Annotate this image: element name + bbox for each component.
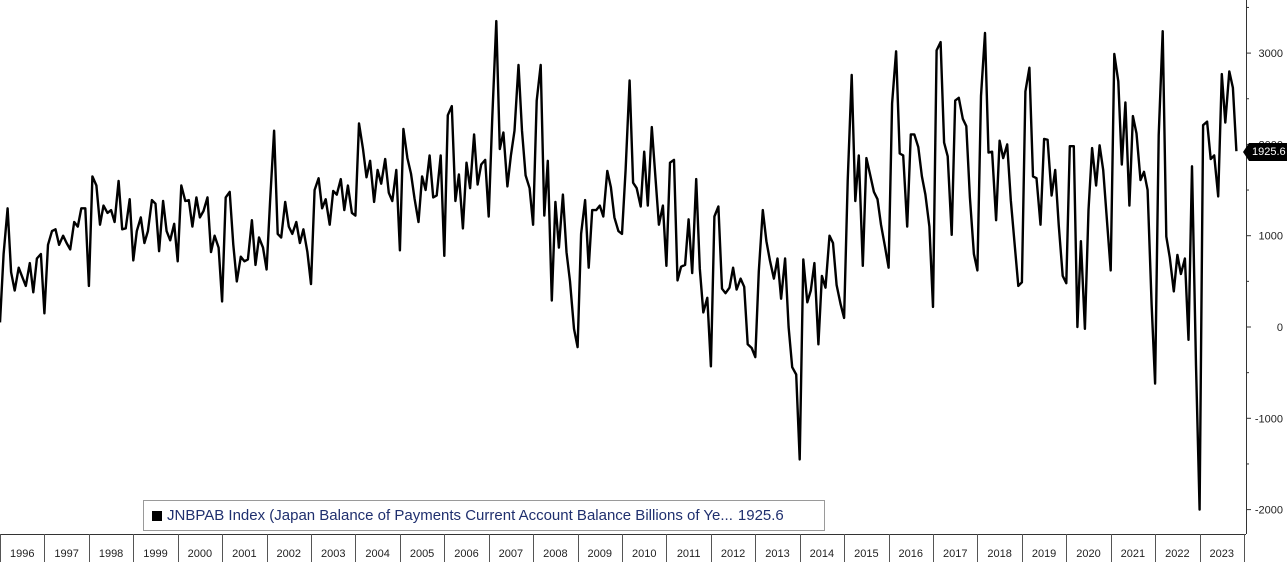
x-tick-label: 2014: [810, 548, 834, 560]
x-tick-label: 2016: [899, 548, 923, 560]
x-tick-label: 2009: [588, 548, 612, 560]
x-tick-label: 2023: [1210, 548, 1234, 560]
x-tick-label: 2007: [499, 548, 523, 560]
y-tick-label: 3000: [1259, 48, 1283, 60]
x-tick-label: 2019: [1032, 548, 1056, 560]
legend-swatch: [152, 510, 162, 521]
y-tick-label: -2000: [1255, 505, 1283, 517]
x-tick-label: 1999: [143, 548, 167, 560]
x-tick-label: 2021: [1121, 548, 1145, 560]
x-tick-label: 2006: [454, 548, 478, 560]
y-tick-label: -1000: [1255, 413, 1283, 425]
series-line: [0, 19, 1238, 511]
x-tick-label: 2002: [277, 548, 301, 560]
x-tick-label: 2004: [365, 548, 389, 560]
legend: JNBPAB Index (Japan Balance of Payments …: [143, 500, 825, 531]
x-tick-label: 1997: [54, 548, 78, 560]
x-tick-label: 2010: [632, 548, 656, 560]
x-tick-label: 1996: [10, 548, 34, 560]
x-tick-label: 2003: [321, 548, 345, 560]
x-tick-label: 2018: [987, 548, 1011, 560]
x-tick-label: 1998: [99, 548, 123, 560]
x-tick-label: 2011: [677, 548, 701, 560]
y-tick-label: 1000: [1259, 231, 1283, 243]
x-tick-label: 2022: [1165, 548, 1189, 560]
x-tick-label: 2015: [854, 548, 878, 560]
legend-last-value: 1925.6: [737, 507, 784, 524]
x-tick-label: 2005: [410, 548, 434, 560]
x-tick-label: 2008: [543, 548, 567, 560]
last-value-tag: 1925.6: [1243, 143, 1287, 161]
x-tick-label: 2000: [188, 548, 212, 560]
x-tick-label: 2017: [943, 548, 967, 560]
series-layer: [0, 19, 1238, 511]
x-tick-label: 2020: [1076, 548, 1100, 560]
x-tick-label: 2001: [232, 548, 256, 560]
y-tick-label: 0: [1277, 322, 1283, 334]
x-tick-label: 2013: [765, 548, 789, 560]
legend-series-name: JNBPAB Index (Japan Balance of Payments …: [167, 507, 733, 524]
x-axis: 1996 1997 1998 1999 2000 2001 2002 2003 2004 2005…: [0, 534, 1246, 562]
x-tick-label: 2012: [721, 548, 745, 560]
